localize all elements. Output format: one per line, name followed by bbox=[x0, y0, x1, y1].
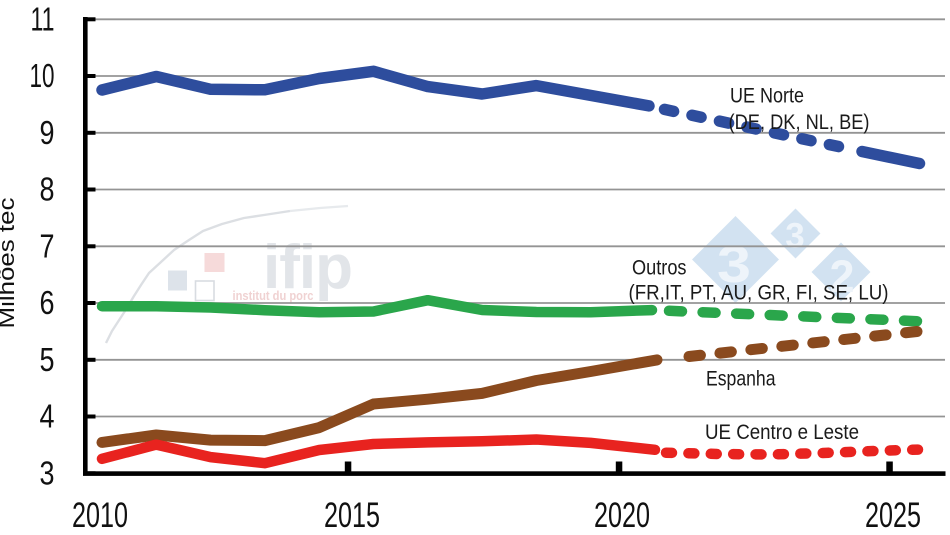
svg-text:2: 2 bbox=[829, 251, 854, 302]
svg-text:UE Centro e Leste: UE Centro e Leste bbox=[705, 420, 859, 444]
svg-text:(FR,IT, PT, AU, GR, FI, SE, LU: (FR,IT, PT, AU, GR, FI, SE, LU) bbox=[629, 281, 889, 305]
svg-text:2015: 2015 bbox=[324, 496, 380, 535]
svg-text:Espanha: Espanha bbox=[706, 366, 776, 390]
svg-text:institut du porc: institut du porc bbox=[233, 289, 314, 303]
svg-text:9: 9 bbox=[40, 114, 55, 151]
svg-text:(DE, DK, NL, BE): (DE, DK, NL, BE) bbox=[729, 110, 870, 134]
svg-text:7: 7 bbox=[40, 227, 55, 264]
svg-text:8: 8 bbox=[40, 171, 55, 208]
svg-text:2020: 2020 bbox=[594, 496, 650, 535]
svg-text:UE Norte: UE Norte bbox=[730, 84, 804, 108]
svg-text:6: 6 bbox=[40, 284, 55, 321]
svg-text:2010: 2010 bbox=[72, 496, 128, 535]
svg-text:3: 3 bbox=[785, 217, 804, 256]
svg-text:3: 3 bbox=[40, 454, 55, 491]
svg-text:11: 11 bbox=[31, 0, 55, 37]
svg-text:Milhões tec: Milhões tec bbox=[0, 198, 19, 329]
svg-text:ifip: ifip bbox=[263, 233, 352, 302]
svg-text:Outros: Outros bbox=[632, 255, 687, 279]
svg-text:2025: 2025 bbox=[865, 496, 921, 535]
svg-text:5: 5 bbox=[40, 341, 55, 378]
svg-text:10: 10 bbox=[30, 57, 55, 94]
svg-text:4: 4 bbox=[40, 398, 55, 435]
